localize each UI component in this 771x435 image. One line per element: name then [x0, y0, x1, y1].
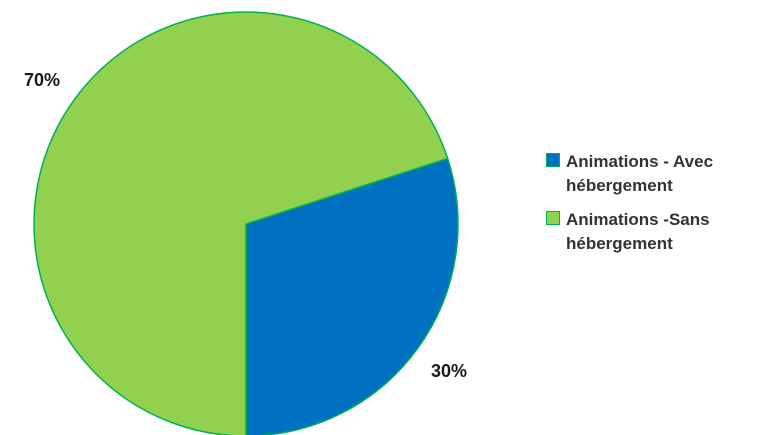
- slice-label-avec-hebergement: 30%: [431, 361, 467, 381]
- legend-swatch-avec-hebergement: [546, 153, 560, 167]
- pie-slice-sans-hebergement: [33, 11, 449, 435]
- pie-slice-avec-hebergement: [245, 157, 459, 435]
- slice-label-sans-hebergement: 70%: [24, 70, 60, 90]
- legend: Animations - Avec hébergement Animations…: [546, 150, 771, 266]
- legend-item-avec-hebergement: Animations - Avec hébergement: [546, 150, 771, 198]
- legend-label-sans-hebergement: Animations -Sans hébergement: [566, 210, 710, 253]
- legend-swatch-sans-hebergement: [546, 211, 560, 225]
- legend-item-sans-hebergement: Animations -Sans hébergement: [546, 208, 771, 256]
- legend-label-avec-hebergement: Animations - Avec hébergement: [566, 152, 714, 195]
